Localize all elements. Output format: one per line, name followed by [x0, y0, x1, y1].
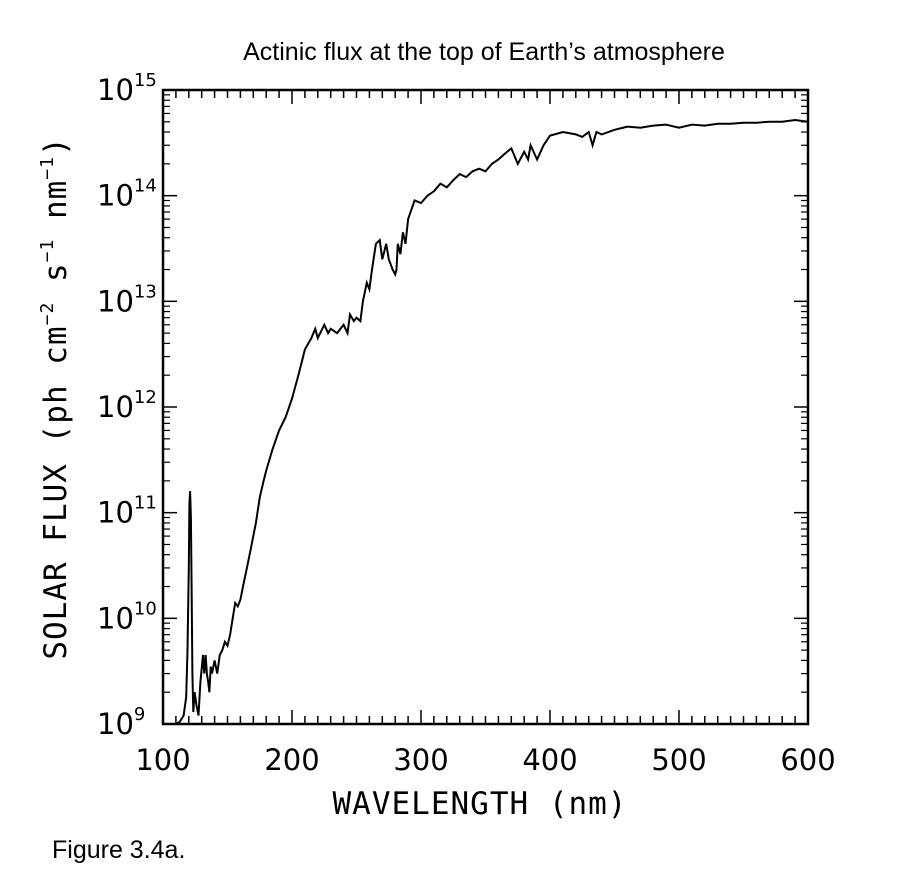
x-tick-label: 300: [393, 743, 448, 777]
x-tick-label: 500: [651, 743, 706, 777]
x-tick-label: 600: [780, 743, 835, 777]
axis-ticks: [162, 89, 809, 725]
figure-caption: Figure 3.4a.: [52, 836, 185, 864]
y-tick-label: 1013: [97, 281, 157, 318]
y-tick-label: 1015: [97, 70, 157, 107]
y-axis-label: SOLAR FLUX (ph cm−2 s−1 nm−1): [37, 136, 74, 659]
y-tick-label: 109: [97, 704, 145, 741]
y-tick-label: 1012: [97, 387, 157, 424]
x-tick-label: 100: [135, 743, 190, 777]
y-tick-label: 1010: [97, 598, 157, 635]
axis-tick-labels: 100 200 300 400 500 600 109 1010 1011 1012 1013 101…: [97, 70, 836, 777]
plot-frame: [161, 88, 810, 726]
x-tick-label: 200: [264, 743, 319, 777]
x-tick-label: 400: [522, 743, 577, 777]
chart-title: Actinic flux at the top of Earth’s atmos…: [243, 38, 725, 66]
y-tick-label: 1011: [97, 493, 157, 530]
flux-series-line: [175, 118, 809, 725]
x-axis-label: WAVELENGTH (nm): [333, 786, 628, 822]
y-tick-label: 1014: [97, 176, 157, 213]
